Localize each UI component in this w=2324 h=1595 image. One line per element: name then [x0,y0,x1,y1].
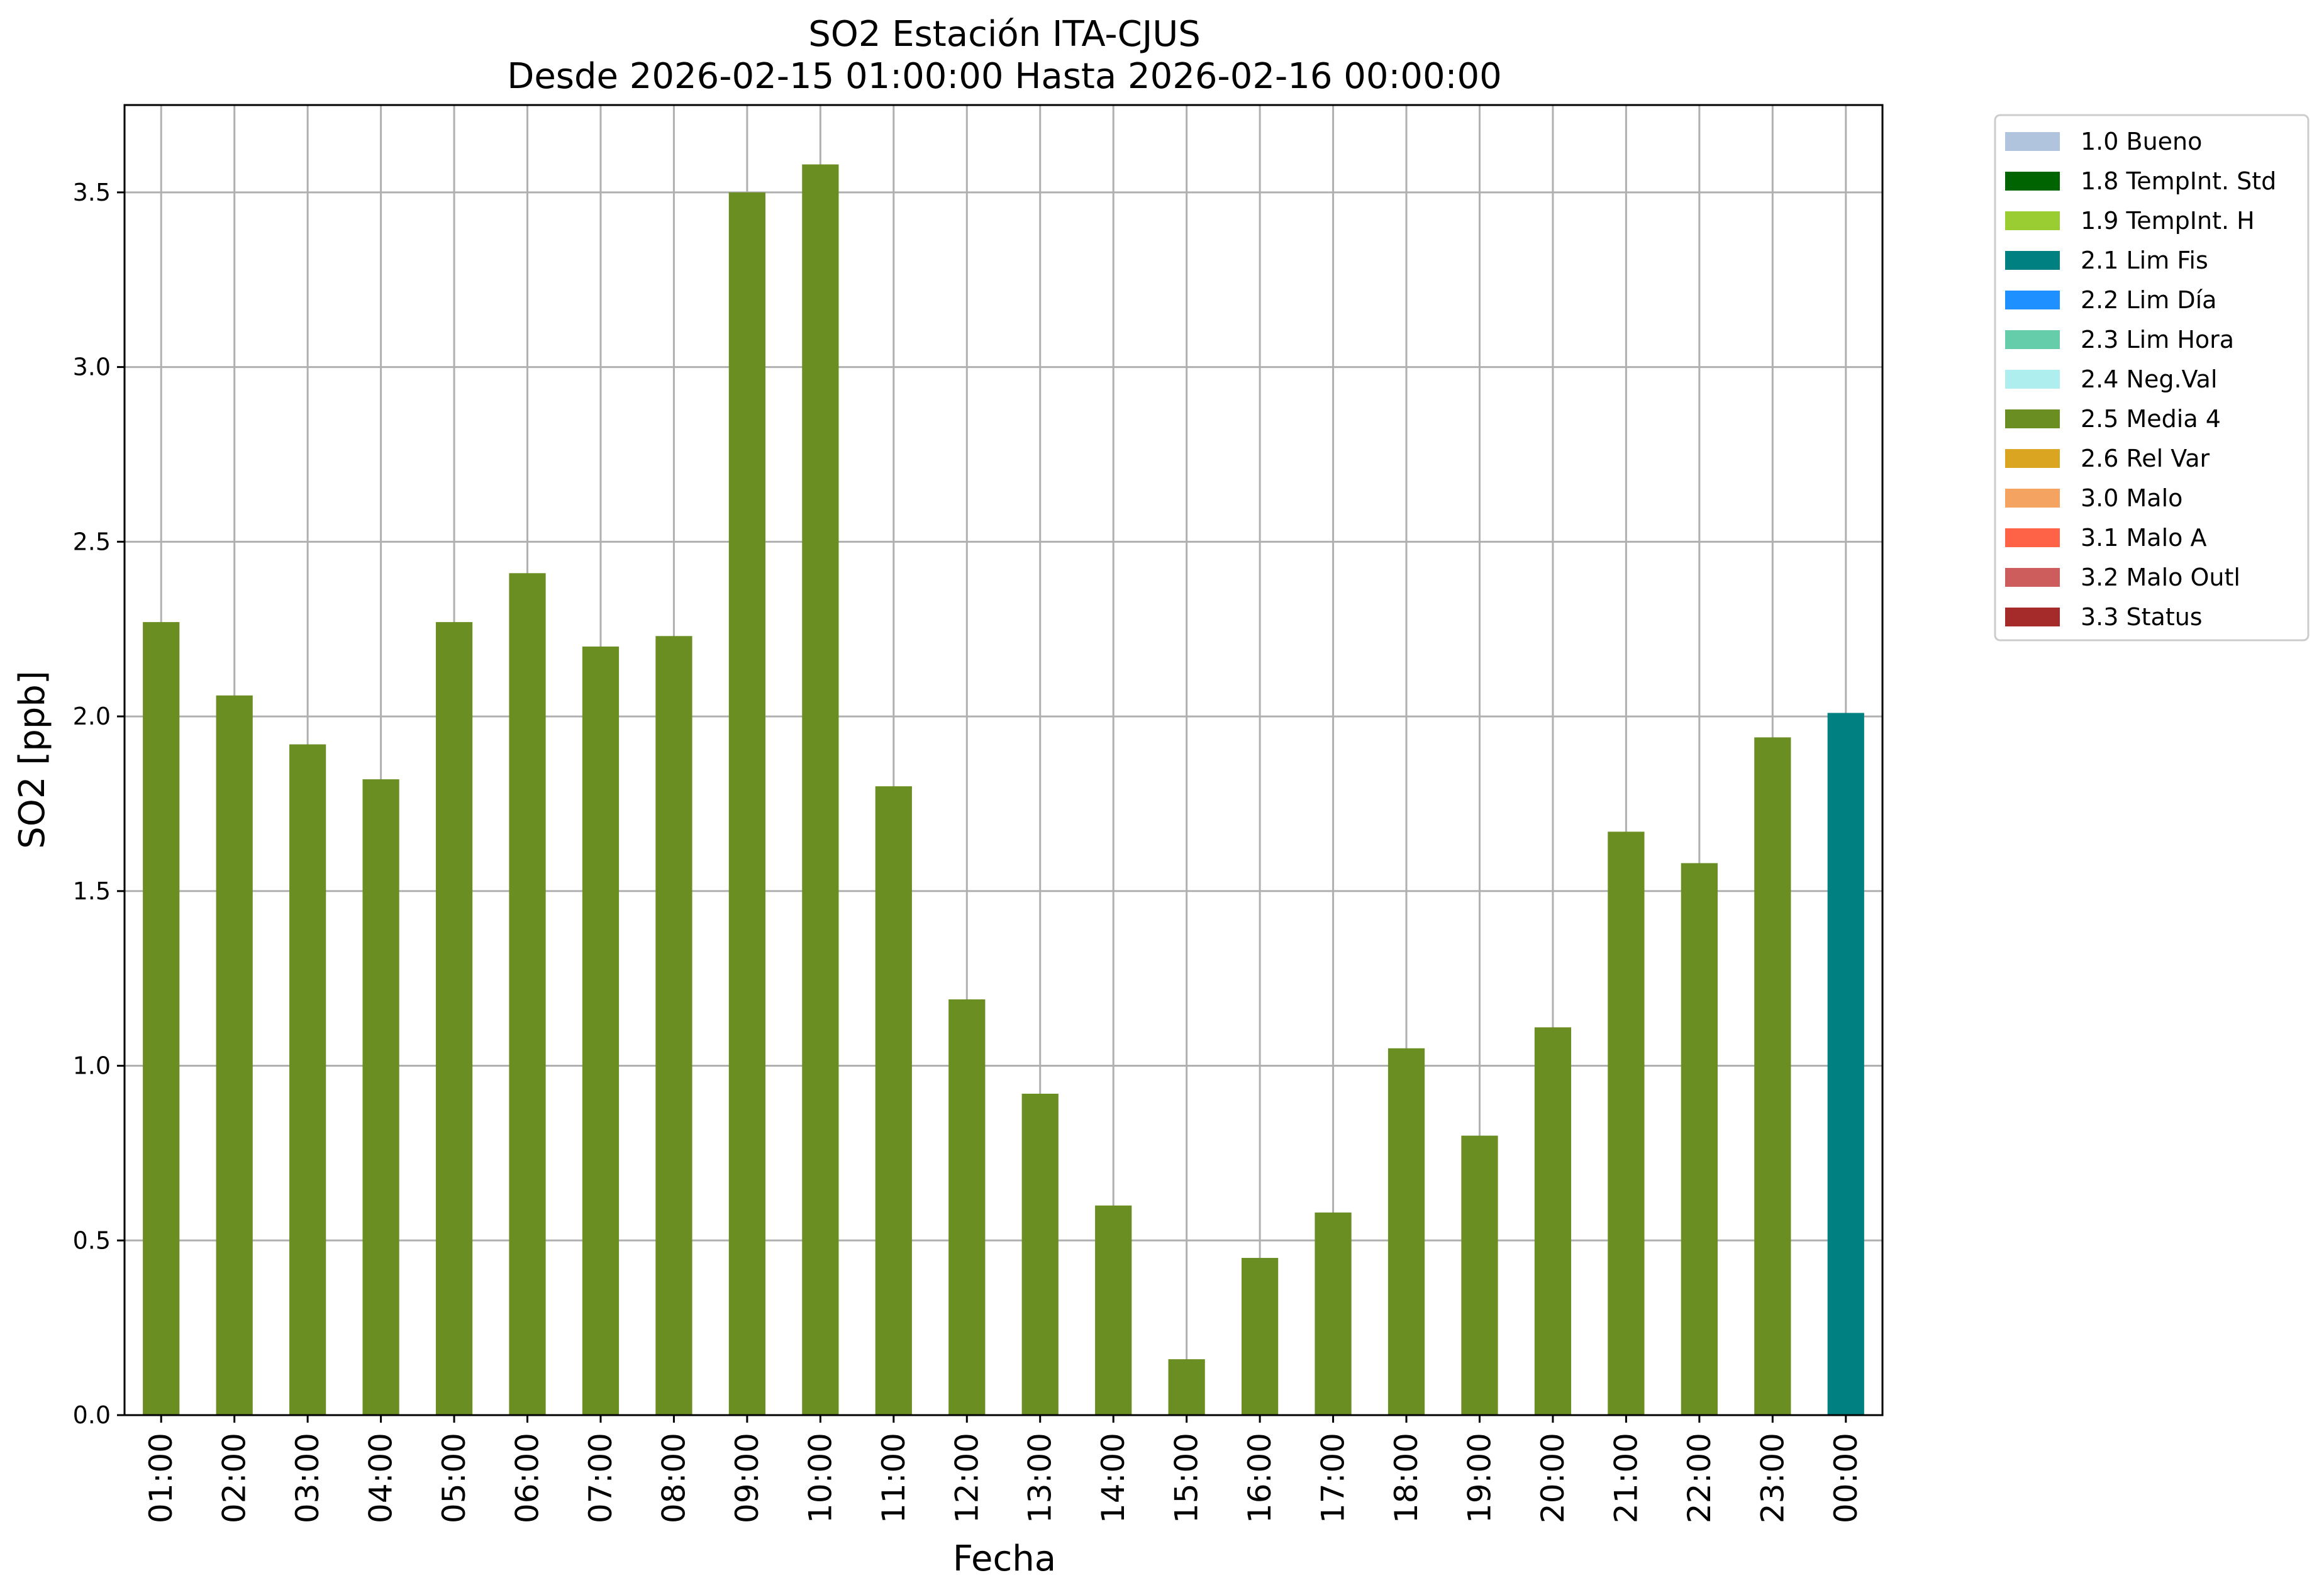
bar-1000 [802,164,839,1415]
bar-2200 [1681,863,1718,1415]
bar-2100 [1608,831,1645,1415]
x-tick-label: 15:00 [1169,1433,1205,1523]
x-tick-label: 23:00 [1754,1433,1791,1523]
bar-2300 [1754,737,1791,1415]
x-tick-label: 08:00 [655,1433,692,1523]
y-tick-label: 2.5 [73,528,111,555]
legend-swatch [2005,608,2060,626]
bar-1700 [1315,1212,1352,1415]
x-tick-label: 10:00 [802,1433,838,1523]
legend-swatch [2005,449,2060,468]
legend-label: 3.3 Status [2081,603,2203,631]
legend-label: 3.0 Malo [2081,484,2182,512]
y-tick-label: 2.0 [73,703,111,730]
chart-title: SO2 Estación ITA-CJUS [808,14,1201,55]
legend-label: 2.3 Lim Hora [2081,326,2234,353]
legend-label: 1.8 TempInt. Std [2081,167,2276,195]
bar-0800 [655,636,692,1415]
x-tick-label: 06:00 [509,1433,546,1523]
bar-0600 [509,573,546,1415]
bar-1100 [875,786,912,1415]
legend-label: 2.4 Neg.Val [2081,365,2217,393]
bar-0400 [362,779,399,1415]
legend-swatch [2005,291,2060,309]
legend-swatch [2005,409,2060,428]
bar-1600 [1241,1258,1279,1415]
y-tick-label: 0.0 [73,1401,111,1429]
x-tick-label: 03:00 [289,1433,326,1523]
legend-swatch [2005,330,2060,349]
legend-label: 3.1 Malo A [2081,524,2206,552]
x-tick-label: 02:00 [216,1433,253,1523]
legend-label: 1.9 TempInt. H [2081,207,2255,235]
x-axis-ticks: 01:00 02:00 03:00 04:00 05:00 06:00 07:00 08:00… [143,1415,1864,1523]
y-tick-label: 1.0 [73,1052,111,1080]
x-tick-label: 04:00 [363,1433,399,1523]
legend-swatch [2005,251,2060,270]
x-tick-label: 17:00 [1315,1433,1352,1523]
bar-0100 [143,622,180,1416]
bar-0500 [435,622,473,1416]
x-tick-label: 19:00 [1461,1433,1498,1523]
legend-swatch [2005,489,2060,508]
legend-label: 2.5 Media 4 [2081,405,2221,433]
x-tick-label: 21:00 [1608,1433,1644,1523]
bar-1200 [948,999,986,1415]
bar-0700 [582,646,620,1415]
y-axis-ticks: 0.0 0.5 1.0 1.5 2.0 2.5 3.0 3.5 [73,179,125,1429]
legend-frame [1994,114,2310,642]
bar-1300 [1021,1093,1059,1415]
x-tick-label: 16:00 [1242,1433,1278,1523]
x-tick-label: 05:00 [436,1433,472,1523]
y-axis-label: SO2 [ppb] [12,670,53,848]
x-tick-label: 20:00 [1535,1433,1571,1523]
y-tick-label: 1.5 [73,877,111,905]
x-tick-label: 07:00 [582,1433,619,1523]
y-tick-label: 3.0 [73,353,111,381]
legend-swatch [2005,211,2060,230]
bar-0300 [289,744,326,1415]
bar-2000 [1534,1027,1572,1415]
bar-1500 [1168,1359,1205,1415]
x-tick-label: 22:00 [1681,1433,1718,1523]
legend-swatch [2005,370,2060,389]
legend-swatch [2005,528,2060,547]
bar-0900 [728,192,766,1415]
x-tick-label: 12:00 [948,1433,985,1523]
plot-frame [123,104,1884,1416]
legend-label: 2.6 Rel Var [2081,445,2210,472]
legend-label: 2.1 Lim Fis [2081,247,2208,274]
bar-0000 [1827,713,1864,1415]
legend: 1.0 Bueno 1.8 TempInt. Std 1.9 TempInt. H 2… [1994,114,2310,642]
bar-1400 [1095,1205,1132,1415]
y-tick-label: 0.5 [73,1226,111,1254]
x-tick-label: 01:00 [143,1433,179,1523]
x-tick-label: 11:00 [876,1433,912,1523]
legend-swatch [2005,132,2060,151]
bar-1900 [1461,1135,1498,1415]
legend-label: 3.2 Malo Outl [2081,564,2240,591]
legend-swatch [2005,568,2060,587]
x-axis-label: Fecha [953,1538,1056,1579]
x-tick-label: 00:00 [1828,1433,1864,1523]
legend-items: 1.0 Bueno 1.8 TempInt. Std 1.9 TempInt. H 2… [2005,128,2276,631]
bar-1800 [1387,1048,1425,1415]
legend-swatch [2005,172,2060,191]
x-tick-label: 09:00 [729,1433,765,1523]
legend-label: 2.2 Lim Día [2081,286,2216,314]
legend-label: 1.0 Bueno [2081,128,2202,155]
x-tick-label: 13:00 [1022,1433,1059,1523]
x-tick-label: 14:00 [1095,1433,1131,1523]
bars [143,164,1864,1416]
bar-0200 [216,695,253,1415]
x-tick-label: 18:00 [1388,1433,1425,1523]
y-tick-label: 3.5 [73,179,111,206]
chart-subtitle: Desde 2026-02-15 01:00:00 Hasta 2026-02-… [507,56,1502,97]
